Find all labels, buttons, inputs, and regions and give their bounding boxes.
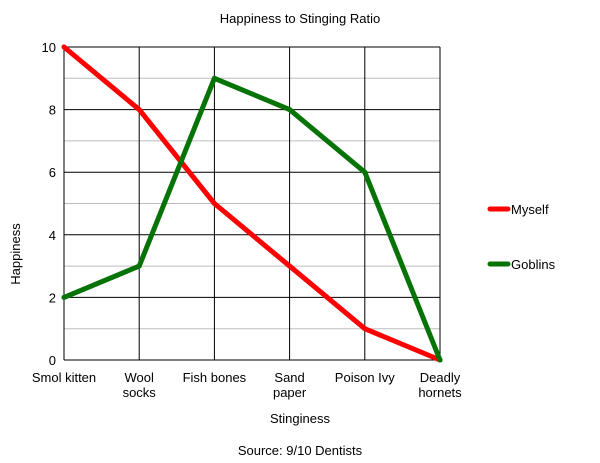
y-tick-label: 8: [49, 103, 56, 118]
x-tick-label: Poison Ivy: [335, 370, 395, 385]
x-tick-label: Deadly hornets: [418, 370, 462, 400]
chart-title: Happiness to Stinging Ratio: [220, 11, 380, 26]
y-axis-label: Happiness: [8, 223, 23, 285]
data-point-myself: [362, 326, 368, 332]
series-line-goblins: [61, 75, 443, 363]
series-lines: [61, 44, 443, 363]
data-point-myself: [136, 107, 142, 113]
y-tick-label: 6: [49, 165, 56, 180]
x-axis-label: Stinginess: [270, 411, 330, 426]
y-tick-label: 2: [49, 290, 56, 305]
legend-label: Myself: [511, 202, 549, 217]
x-tick-label: Fish bones: [183, 370, 247, 385]
data-point-myself: [61, 44, 67, 50]
data-point-goblins: [61, 294, 67, 300]
y-tick-label: 0: [49, 353, 56, 368]
source-note: Source: 9/10 Dentists: [238, 443, 363, 458]
y-tick-label: 10: [42, 40, 56, 55]
data-point-goblins: [287, 107, 293, 113]
legend: Myself Goblins: [487, 202, 556, 272]
series-line-myself: [61, 44, 443, 363]
data-point-goblins: [211, 75, 217, 81]
x-tick-label: Sand paper: [273, 370, 307, 400]
data-point-goblins: [362, 169, 368, 175]
legend-label: Goblins: [511, 257, 556, 272]
x-tick-label: Smol kitten: [32, 370, 96, 385]
data-point-goblins: [437, 357, 443, 363]
y-tick-label: 4: [49, 228, 56, 243]
axis-ticks: 0 2 4 6 8 10 Smol kitten Wool socks Fish bones San…: [32, 40, 462, 400]
data-point-myself: [287, 263, 293, 269]
data-point-myself: [211, 201, 217, 206]
data-point-goblins: [136, 263, 142, 269]
x-tick-label: Wool socks: [123, 370, 157, 400]
